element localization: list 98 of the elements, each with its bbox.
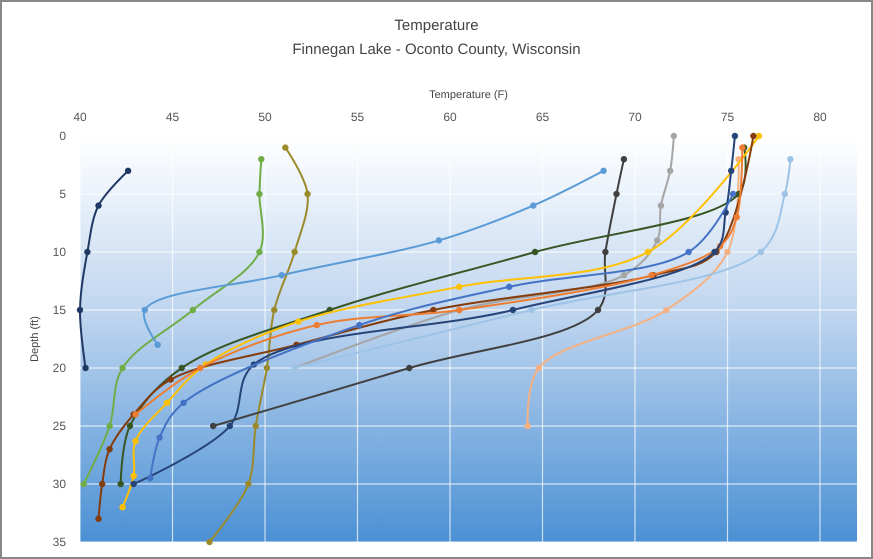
- chart-subtitle: Finnegan Lake - Oconto County, Wisconsin: [292, 41, 581, 58]
- point: [264, 364, 270, 372]
- x-tick-label: 65: [536, 110, 550, 124]
- point: [130, 472, 137, 480]
- point: [314, 322, 320, 328]
- point: [106, 446, 113, 452]
- point: [178, 364, 185, 372]
- point: [210, 422, 216, 430]
- y-tick-label: 15: [52, 303, 66, 317]
- point: [734, 214, 740, 220]
- chart-title: Temperature: [394, 17, 479, 34]
- point: [119, 364, 126, 372]
- y-axis-title: Depth (ft): [29, 316, 41, 362]
- y-tick-label: 35: [52, 535, 66, 549]
- point: [180, 400, 187, 406]
- point: [613, 190, 620, 198]
- x-tick-label: 60: [443, 110, 457, 124]
- point: [670, 132, 678, 140]
- point: [782, 190, 788, 198]
- point: [787, 156, 794, 162]
- point: [295, 318, 302, 325]
- point: [271, 306, 278, 314]
- x-tick-label: 75: [720, 110, 734, 124]
- point: [190, 306, 196, 314]
- point: [406, 364, 412, 372]
- point: [142, 306, 148, 314]
- point: [124, 168, 132, 174]
- point: [95, 516, 102, 522]
- point: [724, 248, 731, 256]
- y-tick-label: 10: [52, 245, 66, 259]
- point: [132, 438, 139, 444]
- point: [119, 504, 126, 510]
- point: [602, 248, 609, 256]
- point: [154, 342, 161, 348]
- point: [356, 322, 363, 328]
- point: [252, 422, 259, 430]
- point: [750, 132, 757, 140]
- point: [118, 480, 124, 488]
- point: [99, 480, 106, 488]
- point: [663, 306, 670, 314]
- point: [304, 190, 311, 198]
- point: [528, 306, 535, 314]
- point: [291, 248, 298, 256]
- point: [278, 272, 285, 278]
- point: [164, 400, 170, 406]
- x-tick-label: 55: [350, 110, 364, 124]
- point: [620, 272, 628, 278]
- x-tick-label: 80: [813, 110, 827, 124]
- y-tick-label: 25: [52, 419, 66, 433]
- x-tick-label: 70: [628, 110, 642, 124]
- point: [80, 480, 87, 488]
- point: [84, 248, 91, 256]
- point: [258, 156, 264, 162]
- point: [758, 248, 764, 256]
- point: [594, 306, 602, 314]
- point: [147, 475, 154, 482]
- point: [76, 306, 84, 314]
- point: [256, 248, 263, 256]
- point: [730, 190, 736, 198]
- point: [732, 132, 738, 140]
- point: [654, 237, 660, 244]
- point: [685, 248, 692, 256]
- point: [532, 248, 538, 256]
- point: [506, 284, 512, 290]
- y-tick-label: 0: [59, 129, 66, 143]
- point: [436, 237, 442, 244]
- point: [658, 202, 664, 209]
- y-tick-label: 5: [59, 187, 66, 201]
- x-axis-title: Temperature (F): [429, 89, 508, 101]
- point: [620, 156, 628, 162]
- point: [156, 434, 163, 441]
- y-tick-label: 20: [52, 361, 66, 375]
- point: [206, 538, 213, 546]
- point: [245, 480, 252, 488]
- point: [226, 422, 234, 430]
- point: [530, 202, 536, 209]
- point: [644, 248, 652, 256]
- x-tick-label: 45: [166, 110, 180, 124]
- point: [256, 190, 263, 198]
- point: [524, 422, 531, 430]
- point: [282, 144, 289, 151]
- y-tick-label: 30: [52, 477, 66, 491]
- point: [126, 422, 134, 430]
- point: [95, 202, 102, 209]
- point: [756, 132, 762, 140]
- point: [130, 480, 137, 488]
- point: [167, 376, 174, 383]
- point: [510, 306, 516, 314]
- point: [106, 422, 113, 430]
- point: [600, 168, 607, 174]
- point: [197, 364, 204, 372]
- point: [728, 168, 734, 174]
- point: [456, 284, 462, 290]
- point: [82, 364, 89, 372]
- x-tick-label: 50: [258, 110, 272, 124]
- x-tick-label: 40: [73, 110, 87, 124]
- point: [536, 364, 542, 372]
- point: [666, 168, 674, 174]
